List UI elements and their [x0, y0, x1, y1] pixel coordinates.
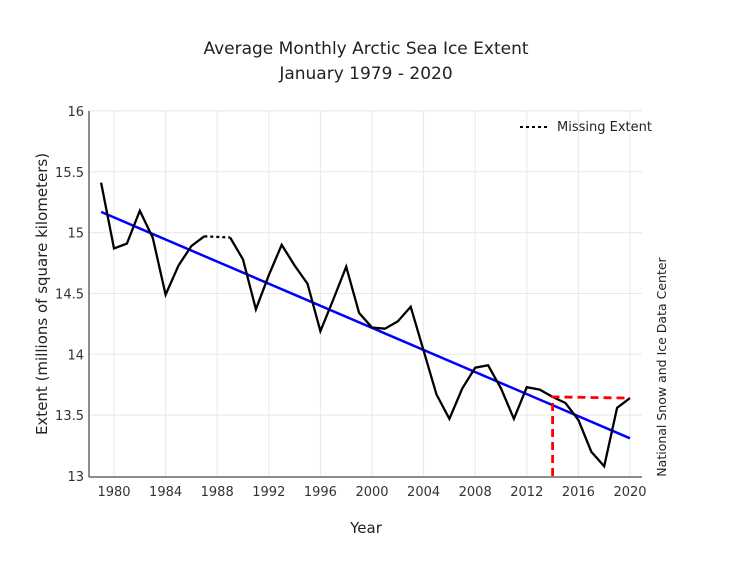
chart-title: Average Monthly Arctic Sea Ice Extent	[203, 39, 528, 59]
x-tick-label: 1984	[149, 485, 182, 500]
y-tick-label: 15.5	[55, 166, 84, 181]
x-tick-label: 2004	[407, 485, 440, 500]
y-tick-label: 13	[67, 470, 84, 485]
x-tick-label: 1988	[201, 485, 234, 500]
x-tick-label: 2008	[459, 485, 492, 500]
x-tick-label: 1980	[97, 485, 130, 500]
y-axis-label: Extent (millions of square kilometers)	[33, 153, 51, 435]
x-tick-label: 2016	[562, 485, 595, 500]
reference-2014-dashed-line	[551, 395, 631, 476]
y-tick-label: 16	[67, 105, 84, 120]
extent-line-1979-1987	[99, 182, 205, 299]
x-tick-label: 1996	[304, 485, 337, 500]
x-axis-label: Year	[349, 519, 383, 537]
series-group	[99, 182, 631, 476]
credit-label: National Snow and Ice Data Center	[654, 256, 669, 476]
chart-subtitle: January 1979 - 2020	[278, 64, 452, 84]
y-ticks: 13 13.5 14 14.5 15 15.5 16	[55, 105, 84, 485]
extent-line-1989-2020	[229, 236, 631, 469]
x-tick-label: 2020	[613, 485, 646, 500]
y-tick-label: 14.5	[55, 287, 84, 302]
trend-line	[100, 210, 631, 440]
x-ticks: 1980 1984 1988 1992 1996 2000 2004 2008 2012 2016…	[97, 485, 646, 500]
y-tick-label: 13.5	[55, 409, 84, 424]
y-tick-label: 15	[67, 227, 84, 242]
x-tick-label: 2000	[355, 485, 388, 500]
missing-extent-line	[204, 235, 231, 239]
legend: Missing Extent	[520, 120, 652, 135]
gridlines	[89, 110, 642, 477]
legend-label-missing-extent: Missing Extent	[557, 120, 652, 135]
x-tick-label: 2012	[510, 485, 543, 500]
x-tick-label: 1992	[252, 485, 285, 500]
y-tick-label: 14	[67, 348, 84, 363]
